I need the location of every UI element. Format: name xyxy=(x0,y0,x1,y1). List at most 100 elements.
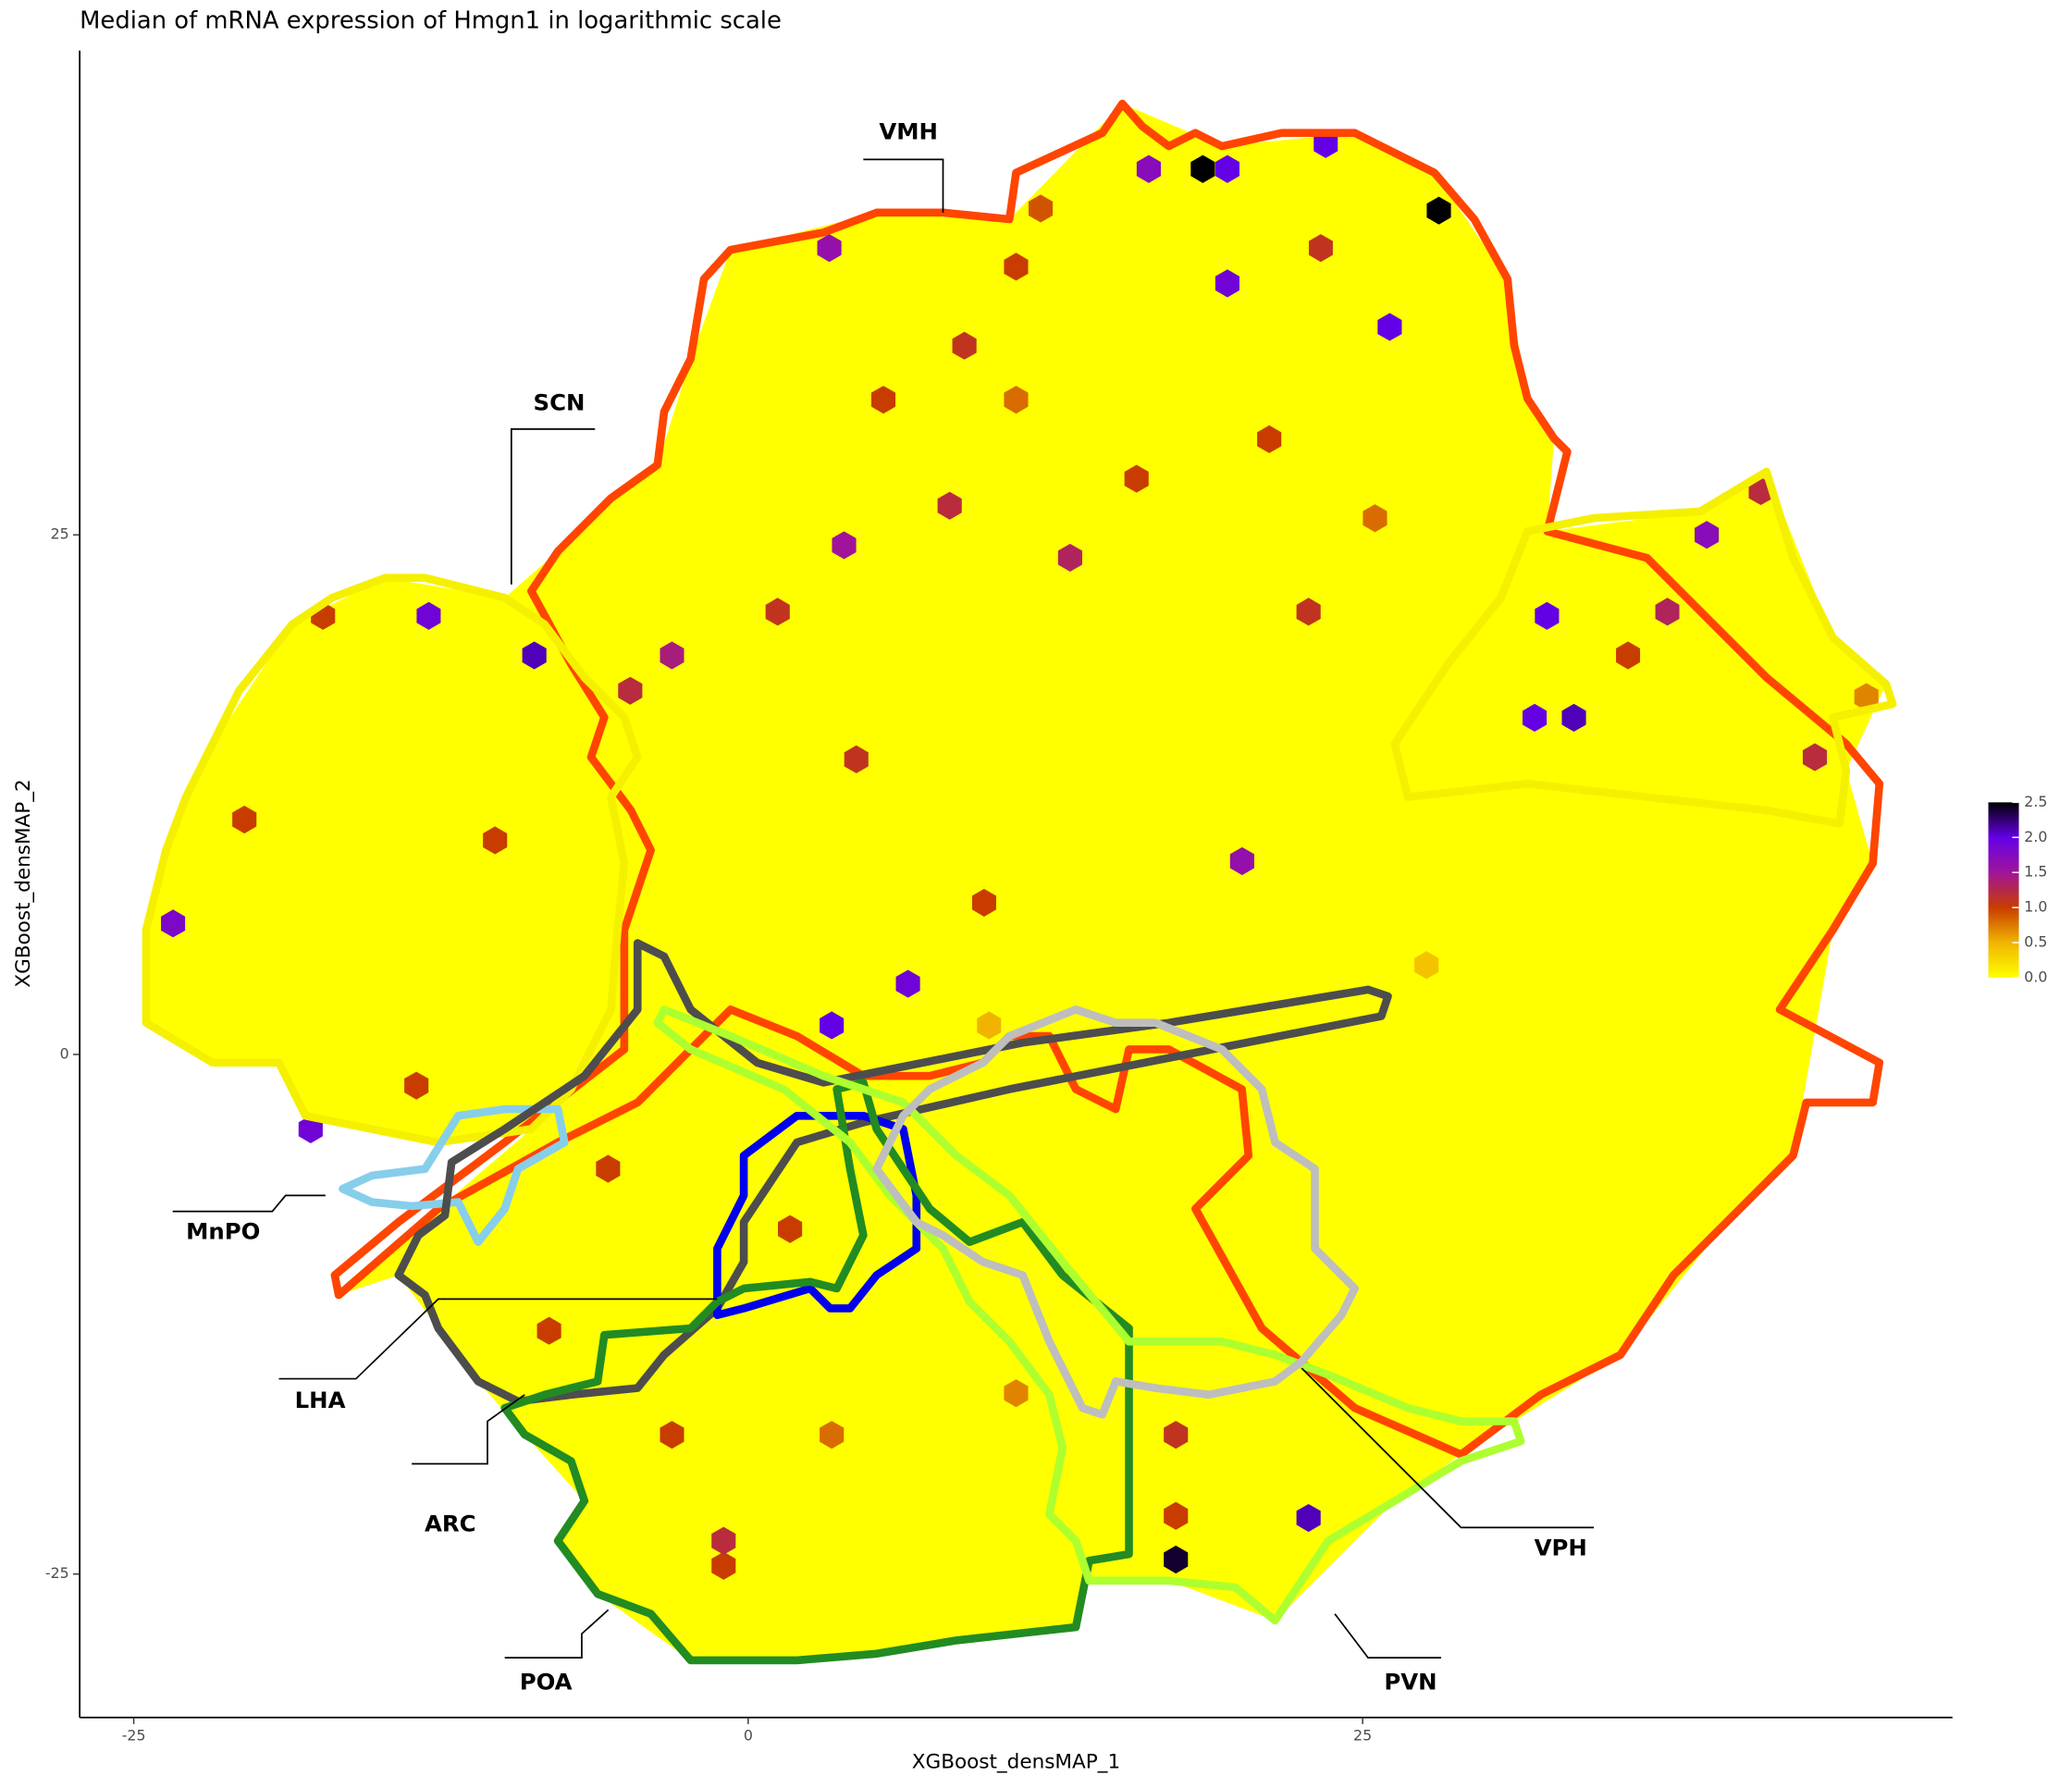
hex xyxy=(711,1526,736,1555)
hex xyxy=(895,969,920,998)
hex xyxy=(536,1316,561,1345)
hex xyxy=(778,1215,803,1243)
leader-line xyxy=(278,1298,718,1380)
hex xyxy=(1215,269,1240,298)
leader-line xyxy=(1334,1613,1441,1659)
hexes xyxy=(161,130,1879,1580)
hex xyxy=(971,888,996,918)
hex xyxy=(1215,154,1240,183)
hex xyxy=(711,1551,736,1580)
region-outline xyxy=(339,1104,569,1246)
region-label: VPH xyxy=(1535,1534,1587,1560)
hex xyxy=(1296,598,1321,626)
region-label: ARC xyxy=(425,1511,476,1537)
y-tick-label: -25 xyxy=(45,1564,69,1582)
region-label: POA xyxy=(520,1668,573,1695)
hex xyxy=(298,1115,323,1143)
region-outline xyxy=(500,1079,1133,1665)
region-outline xyxy=(872,1005,1359,1419)
hex xyxy=(1028,194,1054,223)
hex xyxy=(618,676,643,705)
region-label: LHA xyxy=(295,1387,346,1413)
hex xyxy=(1695,521,1720,549)
hex xyxy=(844,745,869,773)
leader-line xyxy=(504,1609,610,1659)
leader-line xyxy=(510,428,596,585)
hex xyxy=(1190,154,1215,183)
region-outline xyxy=(653,1005,1525,1625)
hex xyxy=(1561,703,1586,732)
y-tick-label: 0 xyxy=(60,1044,69,1062)
yellow-area xyxy=(145,104,1886,1660)
hex xyxy=(1655,598,1680,626)
hex xyxy=(870,386,896,414)
hex xyxy=(660,1421,684,1449)
hex xyxy=(1164,1545,1189,1574)
leader-line xyxy=(863,158,944,213)
hex xyxy=(937,491,962,520)
region-outline xyxy=(1390,467,1897,828)
hex xyxy=(232,805,257,834)
colorbar-tick-label: 2.0 xyxy=(2024,828,2047,845)
hex xyxy=(952,331,977,360)
hex xyxy=(1136,154,1161,183)
region-label: SCN xyxy=(534,389,586,416)
hex xyxy=(1257,425,1282,453)
region-label: MnPO xyxy=(186,1218,260,1245)
region-label: PVN xyxy=(1384,1668,1437,1695)
leader-line xyxy=(172,1194,326,1213)
region-label: VMH xyxy=(879,118,938,145)
hex xyxy=(404,1071,429,1100)
hex xyxy=(817,234,842,263)
hex xyxy=(1164,1421,1189,1449)
hex xyxy=(1616,641,1641,670)
hex xyxy=(1363,504,1388,533)
hex xyxy=(820,1011,845,1040)
hex xyxy=(1004,253,1029,281)
hex xyxy=(1414,951,1439,980)
hex xyxy=(1802,743,1828,771)
hex xyxy=(1426,196,1451,225)
hex xyxy=(660,641,684,670)
hex xyxy=(765,598,790,626)
colorbar-tick-label: 0.0 xyxy=(2024,968,2047,985)
hex xyxy=(1004,386,1029,414)
hex xyxy=(522,641,547,670)
hex xyxy=(1296,1503,1321,1533)
hex xyxy=(820,1421,845,1449)
hex xyxy=(483,826,508,855)
leader-line xyxy=(1301,1367,1595,1529)
y-axis-label: XGBoost_densMAP_2 xyxy=(12,779,35,987)
region-outlines xyxy=(142,99,1897,1665)
hex xyxy=(1164,1501,1189,1530)
colorbar-tick-label: 2.5 xyxy=(2024,793,2047,810)
hex xyxy=(1124,464,1149,493)
hex xyxy=(1004,1379,1029,1408)
region-labels: VMH SCN MnPO LHA ARC POA PVN VPH xyxy=(172,118,1595,1695)
region-outline xyxy=(330,99,1884,1459)
colorbar xyxy=(1988,802,2019,978)
hex xyxy=(1854,683,1879,711)
hex xyxy=(832,531,857,560)
hex xyxy=(161,909,186,938)
hex xyxy=(977,1011,1002,1040)
x-axis-label: XGBoost_densMAP_1 xyxy=(912,1751,1120,1774)
chart-title: Median of mRNA expression of Hmgn1 in lo… xyxy=(80,7,782,35)
hex xyxy=(596,1154,621,1183)
y-tick-label: 25 xyxy=(51,525,69,543)
x-tick-label: 0 xyxy=(744,1726,753,1744)
hex xyxy=(1377,313,1402,341)
hex xyxy=(1057,543,1082,572)
x-tick-label: -25 xyxy=(122,1726,146,1744)
x-tick-label: 25 xyxy=(1353,1726,1372,1744)
region-outline xyxy=(142,574,642,1147)
leader-line xyxy=(412,1394,525,1465)
hex xyxy=(1314,130,1338,158)
hex xyxy=(1308,234,1333,263)
hex xyxy=(416,601,441,630)
hex xyxy=(1229,846,1254,876)
hex xyxy=(1522,703,1548,732)
density-area xyxy=(145,104,1886,1660)
colorbar-tick-label: 1.5 xyxy=(2024,863,2047,881)
